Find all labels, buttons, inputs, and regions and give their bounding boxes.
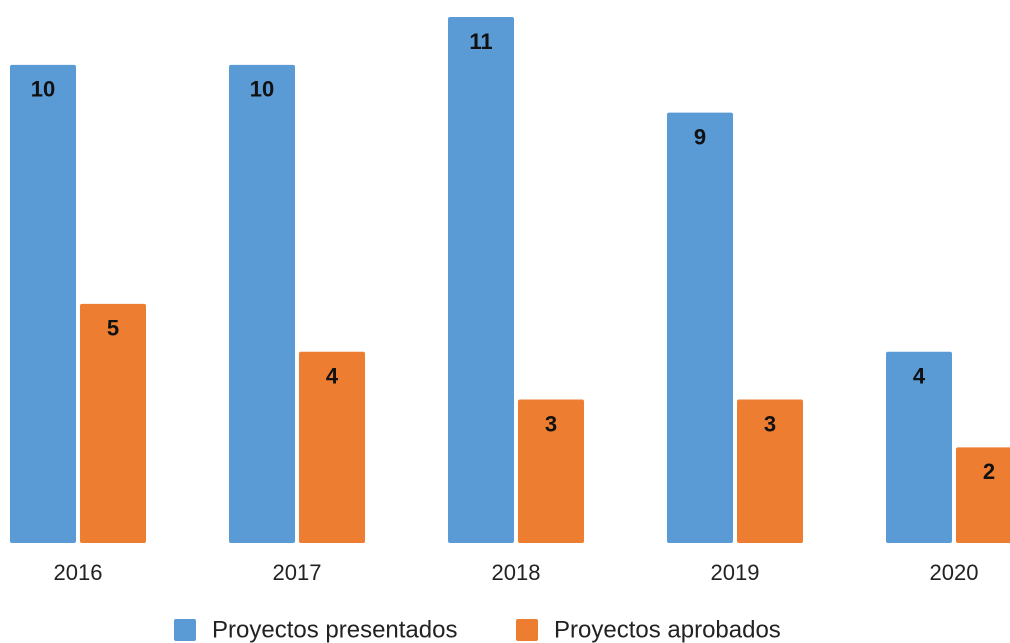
bar	[80, 303, 146, 543]
bar	[229, 64, 295, 544]
x-tick-label: 2019	[711, 560, 760, 585]
value-label: 11	[469, 29, 492, 54]
legend-label: Proyectos aprobados	[554, 616, 781, 643]
bar	[956, 447, 1010, 543]
value-label: 3	[764, 411, 776, 436]
bar	[10, 64, 76, 544]
x-tick-label: 2017	[273, 560, 322, 585]
value-label: 4	[326, 364, 339, 389]
x-tick-label: 2018	[492, 560, 541, 585]
bar	[518, 399, 584, 543]
value-label: 5	[107, 316, 119, 341]
bar	[299, 351, 365, 543]
bar	[667, 112, 733, 544]
value-label: 9	[694, 124, 706, 149]
value-label: 10	[31, 77, 55, 102]
x-tick-label: 2020	[930, 560, 979, 585]
legend-swatch	[174, 619, 196, 641]
value-label: 4	[913, 364, 926, 389]
legend-swatch	[516, 619, 538, 641]
bar	[448, 17, 514, 543]
value-label: 3	[545, 411, 557, 436]
value-label: 10	[250, 77, 274, 102]
value-label: 2	[983, 459, 995, 484]
legend-label: Proyectos presentados	[212, 616, 457, 643]
bar	[737, 399, 803, 543]
bar	[886, 351, 952, 543]
x-tick-label: 2016	[54, 560, 103, 585]
